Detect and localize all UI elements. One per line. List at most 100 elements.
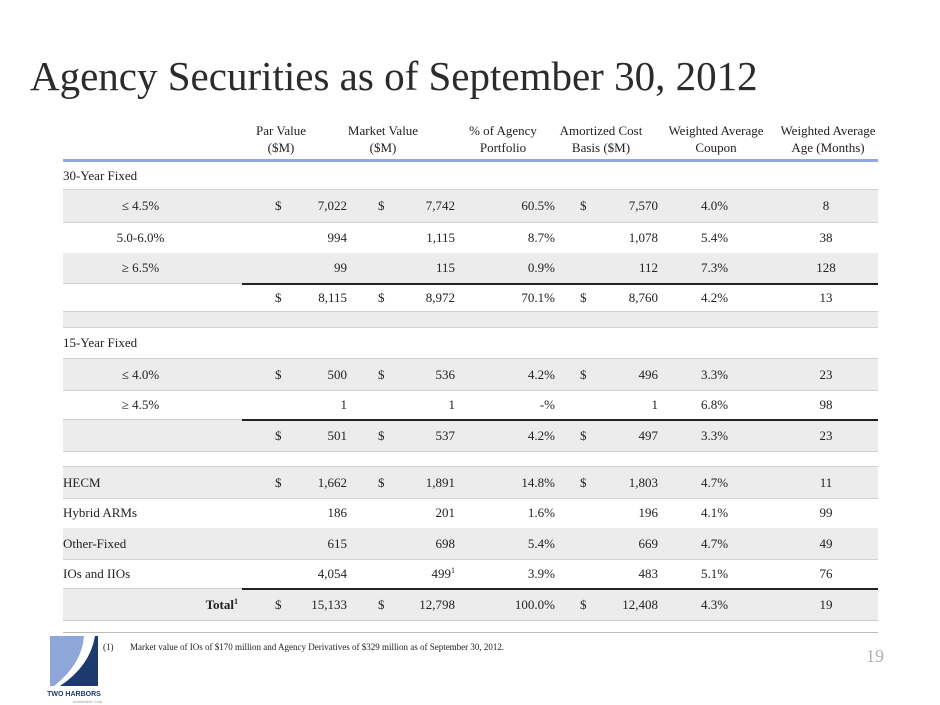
age-text: 38 (819, 229, 833, 245)
svg-text:TWO HARBORS: TWO HARBORS (47, 691, 101, 698)
pct-agency: 4.2% (528, 367, 555, 383)
coupon-text: 6.8% (701, 396, 729, 412)
subtotal-rule (242, 283, 878, 285)
par-value-text: 994 (327, 229, 348, 245)
amortized-cost: 669 (639, 536, 659, 552)
dollar-sign-text: $ (378, 366, 385, 382)
row-label: Total1 (206, 596, 238, 612)
pct-agency: -% (540, 397, 555, 413)
coupon: 7.3% (701, 260, 728, 276)
market-value: 7,742 (426, 198, 455, 214)
pct-agency: 8.7% (528, 230, 555, 246)
market-value: 8,972 (426, 290, 455, 306)
age: 76 (793, 566, 859, 582)
two-harbors-logo: TWO HARBORS Investment Corp. (46, 634, 103, 705)
table-row: $501 $537 4.2% $497 3.3% 23 (63, 420, 878, 452)
par-value-text: 1 (340, 396, 348, 412)
pct-agency-text: 100.0% (514, 596, 555, 612)
coupon-text: 4.1% (701, 505, 729, 520)
dollar-sign: $ (580, 367, 587, 383)
age-text: 98 (819, 396, 833, 412)
market-value-text: 115 (435, 260, 455, 275)
par-value: 15,133 (311, 597, 347, 613)
market-value-text: 1 (448, 396, 456, 412)
dollar-sign: $ (275, 428, 282, 444)
pct-agency: 4.2% (528, 428, 555, 444)
dollar-sign-text: $ (275, 596, 282, 612)
age: 49 (793, 536, 859, 552)
row-label: Hybrid ARMs (63, 505, 137, 521)
table-row: Total1 $15,133 $12,798 100.0% $12,408 4.3% 19 (63, 589, 878, 621)
pct-agency: 1.6% (528, 505, 555, 521)
dollar-sign-text: $ (275, 198, 282, 213)
page-title: Agency Securities as of September 30, 20… (30, 53, 758, 99)
age-text: 11 (819, 474, 833, 490)
age: 98 (793, 397, 859, 413)
amortized-cost: 7,570 (629, 198, 658, 214)
row-label: ≤ 4.5% (63, 198, 218, 214)
svg-text:Investment Corp.: Investment Corp. (73, 699, 102, 704)
table-row: Hybrid ARMs 186 201 1.6% 196 4.1% 99 (63, 498, 878, 529)
market-value: 201 (436, 505, 456, 521)
pct-agency-text: 1.6% (527, 505, 555, 520)
dollar-sign-text: $ (378, 289, 385, 305)
amortized-cost: 8,760 (629, 290, 658, 306)
dollar-sign-text: $ (580, 289, 587, 305)
dollar-sign-text: $ (275, 366, 282, 382)
footnote-ref: 1 (234, 596, 238, 606)
row-label-text: HECM (63, 474, 101, 490)
coupon: 3.3% (701, 367, 728, 383)
dollar-sign: $ (580, 428, 587, 444)
dollar-sign-text: $ (580, 198, 587, 213)
age-text: 19 (819, 596, 833, 612)
dollar-sign: $ (378, 428, 385, 444)
pct-agency: 14.8% (521, 475, 555, 491)
amortized-cost-text: 1,803 (628, 474, 658, 490)
coupon: 4.3% (701, 597, 728, 613)
header-line: Portfolio (479, 140, 527, 155)
dollar-sign-text: $ (580, 474, 587, 490)
dollar-sign: $ (378, 367, 385, 383)
coupon: 6.8% (701, 397, 728, 413)
age-text: 23 (819, 427, 833, 443)
row-label: ≥ 4.5% (63, 397, 218, 413)
coupon-text: 4.0% (701, 198, 729, 213)
dollar-sign: $ (378, 198, 385, 214)
amortized-cost-text: 112 (638, 260, 658, 275)
coupon-text: 3.3% (701, 366, 729, 382)
row-label-text: Other-Fixed (63, 535, 127, 551)
amortized-cost-text: 8,760 (628, 289, 658, 305)
amortized-cost-text: 496 (638, 366, 659, 382)
amortized-cost-text: 7,570 (628, 198, 658, 213)
coupon-text: 3.3% (701, 427, 729, 443)
dollar-sign: $ (580, 597, 587, 613)
age-text: 49 (819, 535, 833, 551)
market-value-text: 12,798 (419, 596, 455, 612)
age: 38 (793, 230, 859, 246)
market-value-text: 7,742 (425, 198, 455, 213)
par-value-text: 1,662 (317, 474, 347, 490)
header-divider (63, 159, 878, 162)
par-value: 500 (328, 367, 348, 383)
coupon: 3.3% (701, 428, 728, 444)
market-value: 536 (436, 367, 456, 383)
dollar-sign: $ (275, 198, 282, 214)
pct-agency-text: 14.8% (521, 474, 555, 490)
par-value-text: 615 (327, 535, 348, 551)
amortized-cost: 12,408 (622, 597, 658, 613)
coupon-text: 4.3% (701, 596, 729, 612)
spacer-row (63, 451, 878, 467)
amortized-cost-text: 1 (651, 396, 659, 412)
pct-agency: 0.9% (528, 260, 555, 276)
dollar-sign: $ (580, 198, 587, 214)
par-value: 8,115 (318, 290, 347, 306)
par-value-text: 15,133 (311, 596, 347, 612)
amortized-cost-text: 196 (638, 505, 659, 520)
pct-agency-text: 70.1% (521, 289, 555, 305)
pct-agency: 100.0% (515, 597, 555, 613)
pct-agency: 5.4% (528, 536, 555, 552)
age-text: 99 (819, 505, 833, 520)
par-value: 501 (328, 428, 348, 444)
coupon-text: 4.2% (701, 289, 729, 305)
